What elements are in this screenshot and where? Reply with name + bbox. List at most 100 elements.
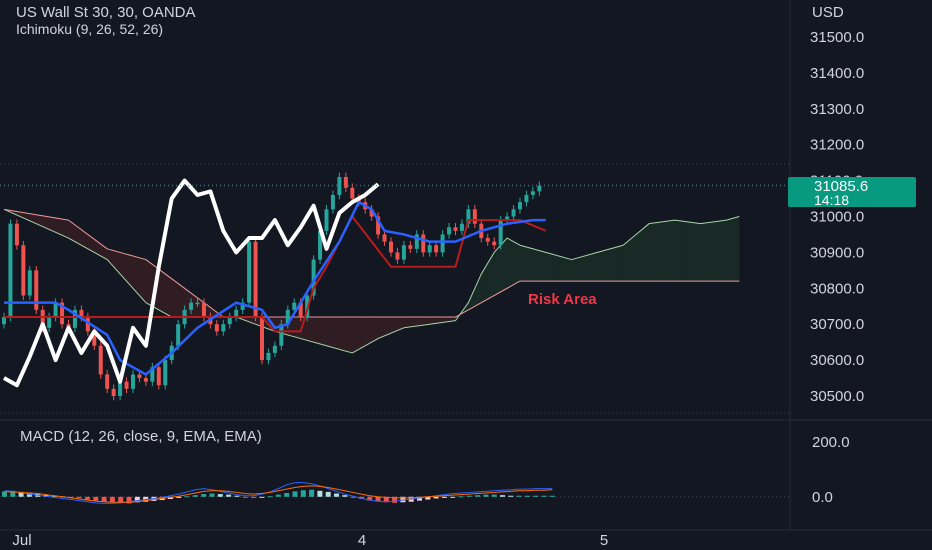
macd-histogram-bar	[392, 496, 398, 503]
candle-body	[472, 209, 477, 224]
macd-histogram-bar	[192, 495, 198, 497]
time-tick-label: 5	[600, 532, 608, 549]
macd-histogram-bar	[483, 494, 489, 497]
candle-body	[530, 191, 535, 195]
ichimoku-cloud-fill	[126, 254, 133, 289]
ichimoku-cloud-fill	[320, 317, 327, 346]
candle-body	[176, 324, 181, 346]
macd-histogram-bar	[491, 494, 497, 497]
candle-body	[92, 331, 97, 346]
candle-body	[337, 177, 342, 195]
ichimoku-cloud-fill	[636, 229, 643, 282]
ichimoku-cloud-fill	[597, 250, 604, 282]
candle-body	[131, 374, 135, 389]
candle-body	[247, 241, 252, 303]
macd-histogram-bar	[516, 495, 522, 497]
ichimoku-cloud-fill	[494, 245, 501, 296]
candle-body	[53, 302, 58, 318]
macd-histogram-bar	[342, 495, 348, 497]
candle-body	[389, 241, 393, 253]
ichimoku-cloud-fill	[171, 278, 179, 318]
candle-body	[105, 374, 110, 389]
candle-body	[434, 245, 439, 253]
price-tick-label: 31300.0	[810, 101, 864, 118]
ichimoku-cloud-fill	[474, 273, 482, 307]
ichimoku-cloud-fill	[378, 317, 385, 339]
candle-body	[40, 309, 45, 328]
ichimoku-cloud-fill	[416, 317, 424, 326]
macd-histogram-bar	[466, 495, 472, 497]
candle-body	[324, 209, 329, 231]
candle-body	[137, 374, 142, 379]
candle-body	[485, 238, 490, 242]
ichimoku-cloud-fill	[178, 283, 185, 318]
candle-body	[163, 360, 168, 386]
candle-body	[382, 234, 387, 242]
price-tick-label: 30600.0	[810, 352, 864, 369]
macd-histogram-bar	[441, 496, 447, 498]
macd-histogram-bar	[400, 496, 406, 503]
ichimoku-cloud-fill	[719, 220, 727, 282]
macd-histogram-bar	[126, 496, 132, 504]
candle-body	[298, 302, 303, 318]
candle-body	[272, 345, 277, 353]
candle-body	[292, 302, 297, 310]
price-badge-value: 31085.6	[814, 178, 868, 195]
price-tick-label: 31400.0	[810, 65, 864, 82]
price-badge	[788, 177, 916, 207]
macd-histogram-bar	[500, 495, 505, 497]
ichimoku-cloud-fill	[345, 317, 353, 353]
macd-histogram-bar	[209, 493, 215, 497]
ichimoku-cloud-fill	[649, 222, 656, 282]
time-tick-label: 4	[358, 532, 366, 549]
macd-histogram-bar	[109, 496, 115, 503]
ichimoku-cloud-fill	[532, 248, 540, 282]
ichimoku-cloud-fill	[107, 248, 114, 267]
macd-histogram-bar	[2, 491, 7, 497]
macd-histogram-bar	[267, 496, 273, 498]
candle-body	[447, 227, 452, 235]
candle-body	[343, 177, 348, 188]
ichimoku-legend[interactable]: Ichimoku (9, 26, 52, 26)	[16, 21, 164, 37]
ichimoku-cloud-fill	[707, 221, 714, 282]
ichimoku-cloud-fill	[681, 220, 688, 282]
ichimoku-cloud-fill	[410, 317, 417, 327]
macd-histogram-bar	[284, 492, 290, 497]
candle-body	[440, 234, 445, 253]
ichimoku-cloud-fill	[36, 214, 43, 227]
macd-histogram-bar	[325, 491, 331, 497]
symbol-title[interactable]: US Wall St 30, 30, OANDA	[16, 4, 196, 21]
chikou-span-line	[3, 178, 380, 388]
macd-histogram-bar	[251, 496, 256, 498]
ichimoku-cloud-fill	[352, 317, 359, 353]
candle-body	[311, 259, 316, 296]
macd-histogram-bar	[259, 496, 265, 498]
ichimoku-cloud-fill	[339, 317, 346, 352]
ichimoku-cloud-fill	[423, 317, 430, 326]
ichimoku-cloud-fill	[68, 220, 75, 242]
ichimoku-cloud-fill	[610, 247, 617, 282]
price-tick-label: 31000.0	[810, 209, 864, 226]
ichimoku-cloud-fill	[16, 211, 24, 218]
candle-body	[518, 202, 522, 210]
macd-histogram-bar	[358, 496, 364, 499]
macd-legend[interactable]: MACD (12, 26, close, 9, EMA, EMA)	[20, 428, 262, 445]
candle-body	[376, 216, 381, 235]
macd-histogram-bar	[226, 494, 232, 497]
ichimoku-cloud-fill	[558, 255, 566, 282]
candle-body	[492, 241, 497, 246]
ichimoku-cloud-fill	[74, 224, 82, 246]
tenkan-sen-line	[4, 200, 546, 376]
ichimoku-cloud-fill	[526, 247, 533, 282]
ichimoku-cloud-fill	[365, 317, 372, 346]
ichimoku-cloud-fill	[487, 252, 495, 300]
ichimoku-cloud-fill	[139, 257, 146, 303]
macd-histogram-bar	[18, 491, 24, 497]
candle-body	[124, 381, 129, 389]
candle-body	[305, 295, 310, 318]
candle-body	[27, 270, 32, 296]
ichimoku-cloud-fill	[500, 238, 508, 292]
ichimoku-cloud-fill	[468, 288, 475, 310]
macd-tick-label: 200.0	[812, 434, 850, 451]
